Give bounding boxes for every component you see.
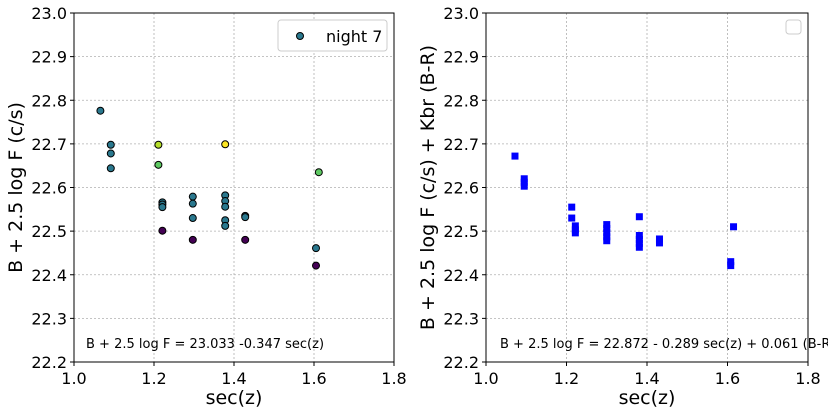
right-y-tick-label: 22.7: [443, 135, 479, 154]
left-y-axis-label: B + 2.5 log F (c/s): [5, 102, 27, 273]
left-y-tick-label: 22.4: [31, 266, 67, 285]
right-y-tick-label: 22.8: [443, 91, 479, 110]
right-x-axis-label: sec(z): [619, 387, 676, 409]
left-data-point: [221, 202, 230, 211]
right-data-point: [730, 223, 738, 231]
right-data-point: [571, 229, 579, 237]
right-fit-equation: B + 2.5 log F = 22.872 - 0.289 sec(z) + …: [500, 337, 828, 352]
left-x-axis-label: sec(z): [206, 387, 263, 409]
left-data-point: [241, 235, 250, 244]
right-y-tick-label: 22.5: [443, 222, 479, 241]
left-data-point: [188, 235, 197, 244]
left-data-point: [312, 261, 320, 270]
right-data-point: [655, 235, 663, 243]
right-data-point: [635, 239, 643, 247]
right-y-tick-label: 23.0: [443, 4, 479, 23]
left-data-point: [158, 203, 167, 212]
right-data-point: [603, 221, 611, 229]
left-data-point: [188, 192, 197, 201]
right-data-point: [603, 225, 611, 233]
right-legend-box: [785, 19, 802, 35]
right-y-tick-label: 22.4: [443, 266, 479, 285]
right-x-tick-label: 1.4: [634, 369, 659, 388]
left-data-point: [312, 244, 320, 253]
right-data-point: [727, 262, 735, 270]
right-data-point: [655, 239, 663, 247]
left-data-point: [154, 140, 163, 149]
right-chart: 1.0 1.2 1.4 1.6 1.8 22.2 22.3 22.4 22.5 22.6 22.7 2…: [417, 4, 828, 409]
left-data-point: [96, 106, 105, 115]
left-y-tick-label: 22.9: [31, 48, 67, 67]
left-data-point: [221, 221, 230, 230]
left-legend[interactable]: night 7: [277, 19, 388, 52]
right-x-tick-label: 1.2: [554, 369, 579, 388]
left-ticks: 1.0 1.2 1.4 1.6 1.8 22.2 22.3 22.4 22.5 22.6 22.7 2…: [31, 4, 406, 388]
left-data-point: [158, 226, 167, 235]
left-data-point: [106, 149, 115, 158]
right-x-tick-label: 1.6: [715, 369, 740, 388]
left-y-tick-label: 23.0: [31, 4, 67, 23]
right-data-point: [635, 213, 643, 221]
left-x-tick-label: 1.6: [301, 369, 326, 388]
left-y-tick-label: 22.3: [31, 309, 67, 328]
left-y-tick-label: 22.7: [31, 135, 67, 154]
left-x-tick-label: 1.0: [61, 369, 86, 388]
left-legend-marker: [296, 32, 304, 40]
right-data-point: [568, 214, 576, 222]
right-data-point: [727, 258, 735, 266]
left-legend-label: night 7: [326, 27, 382, 46]
left-data-point: [106, 140, 115, 149]
right-y-tick-label: 22.6: [443, 179, 479, 198]
left-x-tick-label: 1.2: [141, 369, 166, 388]
right-data-point: [520, 178, 528, 186]
right-data-point: [635, 231, 643, 239]
right-data-point: [635, 243, 643, 251]
left-x-tick-label: 1.8: [381, 369, 406, 388]
left-legend-box: [277, 19, 388, 52]
left-data-point: [314, 168, 323, 177]
left-data-point: [188, 199, 197, 208]
right-data-point: [635, 235, 643, 243]
right-data-point: [603, 237, 611, 245]
right-data-point: [603, 229, 611, 237]
right-y-tick-label: 22.3: [443, 309, 479, 328]
left-data-point: [241, 213, 250, 222]
left-data-point: [188, 214, 197, 223]
right-data-point: [568, 203, 576, 211]
left-y-tick-label: 22.8: [31, 91, 67, 110]
right-legend[interactable]: [785, 19, 802, 35]
left-data-point: [154, 160, 163, 169]
right-y-tick-label: 22.9: [443, 48, 479, 67]
left-y-tick-label: 22.2: [31, 353, 67, 372]
left-chart: 1.0 1.2 1.4 1.6 1.8 22.2 22.3 22.4 22.5 22.6 22.7 2…: [5, 4, 407, 409]
right-ticks: 1.0 1.2 1.4 1.6 1.8 22.2 22.3 22.4 22.5 22.6 22.7 2…: [443, 4, 820, 388]
right-data-point: [571, 222, 579, 230]
right-data-point: [520, 182, 528, 190]
left-y-tick-label: 22.5: [31, 222, 67, 241]
left-points: [96, 106, 323, 270]
right-data-point: [603, 233, 611, 241]
right-y-axis-label: B + 2.5 log F (c/s) + Kbr (B-R): [417, 45, 439, 330]
right-y-tick-label: 22.2: [443, 353, 479, 372]
right-data-point: [511, 152, 519, 160]
left-y-tick-label: 22.6: [31, 179, 67, 198]
left-x-tick-label: 1.4: [221, 369, 246, 388]
left-data-point: [221, 140, 230, 149]
right-points: [511, 152, 738, 270]
left-fit-equation: B + 2.5 log F = 23.033 -0.347 sec(z): [86, 337, 324, 352]
left-data-point: [106, 164, 115, 173]
right-x-tick-label: 1.8: [795, 369, 820, 388]
right-x-tick-label: 1.0: [473, 369, 498, 388]
